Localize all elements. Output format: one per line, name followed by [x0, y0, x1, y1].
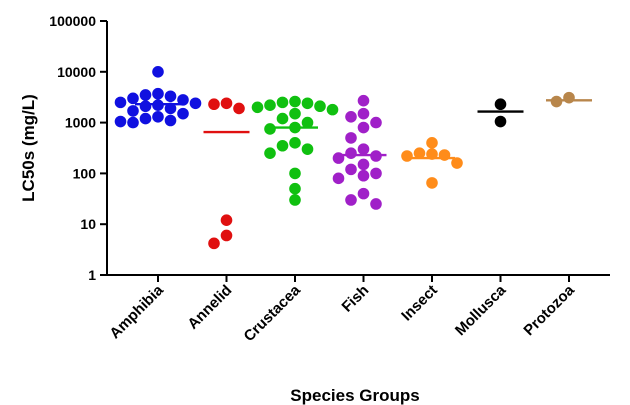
data-point	[220, 97, 233, 110]
data-point	[345, 111, 357, 123]
data-point	[164, 114, 177, 127]
data-point	[357, 143, 370, 155]
data-point	[345, 132, 357, 144]
data-point	[326, 103, 339, 116]
x-axis-title: Species Groups	[290, 386, 419, 405]
data-point	[139, 89, 152, 101]
data-point	[563, 91, 575, 104]
data-point	[345, 194, 357, 206]
data-point	[276, 139, 289, 152]
data-point	[550, 95, 563, 108]
y-tick-label: 1000	[65, 115, 96, 131]
data-point	[177, 107, 189, 120]
data-point	[345, 147, 357, 159]
y-tick-label: 10000	[57, 64, 96, 80]
data-point	[264, 99, 276, 112]
data-point	[345, 163, 357, 176]
data-point	[401, 150, 413, 162]
data-point	[208, 237, 220, 250]
data-point	[301, 116, 314, 129]
series-protozoa	[546, 91, 592, 108]
x-tick-label-crustacea: Crustacea	[241, 281, 305, 345]
data-point	[494, 115, 507, 128]
data-point	[494, 98, 507, 111]
data-point	[152, 66, 164, 78]
y-axis-title: LC50s (mg/L)	[19, 94, 38, 202]
data-point	[152, 87, 164, 100]
series-amphibia	[114, 66, 202, 129]
data-point	[357, 169, 370, 182]
data-point	[114, 115, 127, 128]
x-tick-label-mollusca: Mollusca	[452, 281, 510, 339]
x-tick-label-insect: Insect	[398, 282, 441, 325]
data-point	[208, 98, 220, 111]
data-point	[289, 167, 301, 180]
data-point	[357, 94, 370, 107]
y-axis: 1 10 100 1000 10000 100000	[49, 13, 108, 283]
data-point	[357, 158, 370, 171]
data-point	[152, 111, 164, 123]
data-point	[164, 90, 177, 103]
data-point	[332, 172, 345, 185]
data-point	[289, 137, 301, 149]
data-point	[251, 101, 264, 114]
data-point	[233, 102, 245, 115]
data-point	[220, 229, 233, 242]
data-point	[413, 147, 426, 159]
x-tick-label-fish: Fish	[338, 282, 372, 316]
x-tick-label-amphibia: Amphibia	[106, 281, 167, 342]
x-axis: Amphibia Annelid Crustacea Fish Insect Mollus…	[106, 274, 610, 345]
data-point	[301, 97, 314, 110]
series-fish	[332, 94, 387, 210]
data-point	[370, 167, 382, 180]
data-point	[426, 177, 438, 189]
data-point	[301, 143, 314, 155]
y-tick-label: 10	[80, 216, 96, 232]
data-point	[357, 107, 370, 120]
series-annelid	[203, 97, 250, 250]
data-point	[289, 107, 301, 120]
data-point	[164, 102, 177, 115]
y-tick-label: 100	[73, 165, 97, 181]
data-point	[357, 121, 370, 134]
data-point	[357, 187, 370, 200]
data-point	[114, 96, 127, 109]
data-point	[289, 95, 301, 108]
data-point	[189, 97, 202, 110]
y-tick-label: 1	[88, 267, 96, 283]
data-point	[177, 94, 189, 106]
plot-marks	[114, 66, 592, 250]
data-point	[127, 105, 139, 117]
data-point	[289, 194, 301, 206]
series-insect	[401, 137, 463, 189]
x-tick-label-protozoa: Protozoa	[520, 281, 578, 339]
data-point	[276, 96, 289, 109]
x-tick-label-annelid: Annelid	[184, 282, 235, 333]
data-point	[264, 147, 276, 159]
data-point	[289, 182, 301, 195]
data-point	[220, 214, 233, 226]
data-point	[314, 100, 326, 113]
series-mollusca	[477, 98, 524, 128]
series-crustacea	[251, 95, 339, 206]
data-point	[139, 100, 152, 113]
data-point	[127, 116, 139, 129]
data-point	[139, 112, 152, 125]
data-point	[370, 116, 382, 129]
data-point	[370, 198, 382, 210]
data-point	[264, 123, 276, 135]
data-point	[276, 112, 289, 125]
data-point	[426, 137, 438, 149]
data-point	[451, 157, 463, 169]
data-point	[127, 92, 139, 105]
y-tick-label: 100000	[49, 13, 96, 29]
